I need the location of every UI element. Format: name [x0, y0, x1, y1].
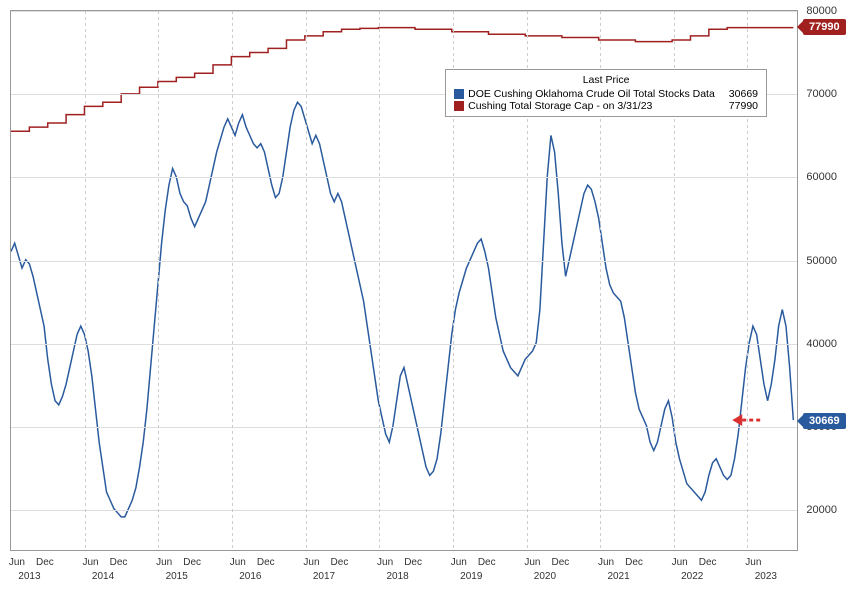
legend-label: DOE Cushing Oklahoma Crude Oil Total Sto… — [468, 88, 715, 100]
x-sub-label: Dec — [110, 557, 128, 568]
gridline-v — [232, 11, 233, 550]
gridline-h — [11, 177, 797, 178]
gridline-v — [306, 11, 307, 550]
gridline-h — [11, 344, 797, 345]
legend-row: DOE Cushing Oklahoma Crude Oil Total Sto… — [454, 88, 758, 100]
x-sub-label: Jun — [230, 557, 246, 568]
legend-value: 77990 — [719, 100, 758, 112]
gridline-v — [379, 11, 380, 550]
x-sub-label: Jun — [377, 557, 393, 568]
series-stocks — [11, 102, 793, 517]
x-sub-label: Dec — [625, 557, 643, 568]
x-year-label: 2019 — [460, 571, 482, 582]
gridline-h — [11, 510, 797, 511]
x-sub-label: Jun — [598, 557, 614, 568]
legend-swatch — [454, 101, 464, 111]
x-sub-label: Dec — [183, 557, 201, 568]
x-sub-label: Jun — [156, 557, 172, 568]
x-sub-label: Jun — [524, 557, 540, 568]
y-tick-label: 40000 — [806, 338, 837, 350]
gridline-v — [85, 11, 86, 550]
plot-area: Last Price DOE Cushing Oklahoma Crude Oi… — [10, 10, 798, 551]
x-year-label: 2017 — [313, 571, 335, 582]
x-sub-label: Dec — [36, 557, 54, 568]
gridline-h — [11, 427, 797, 428]
x-sub-label: Jun — [672, 557, 688, 568]
x-year-label: 2020 — [534, 571, 556, 582]
x-sub-label: Jun — [451, 557, 467, 568]
x-year-label: 2022 — [681, 571, 703, 582]
x-sub-label: Jun — [745, 557, 761, 568]
legend-label: Cushing Total Storage Cap - on 3/31/23 — [468, 100, 652, 112]
x-year-label: 2021 — [607, 571, 629, 582]
value-tag: 77990 — [803, 19, 846, 35]
y-tick-label: 50000 — [806, 255, 837, 267]
value-tag: 30669 — [803, 413, 846, 429]
y-tick-label: 70000 — [806, 88, 837, 100]
x-sub-label: Jun — [82, 557, 98, 568]
gridline-v — [158, 11, 159, 550]
gridline-h — [11, 11, 797, 12]
x-year-label: 2014 — [92, 571, 114, 582]
legend-title: Last Price — [454, 74, 758, 86]
y-tick-label: 20000 — [806, 504, 837, 516]
y-tick-label: 60000 — [806, 171, 837, 183]
x-sub-label: Jun — [303, 557, 319, 568]
arrow-indicator — [732, 414, 760, 426]
x-sub-label: Dec — [257, 557, 275, 568]
gridline-h — [11, 261, 797, 262]
legend-box: Last Price DOE Cushing Oklahoma Crude Oi… — [445, 69, 767, 117]
chart-container: Last Price DOE Cushing Oklahoma Crude Oi… — [0, 0, 848, 591]
x-year-label: 2013 — [18, 571, 40, 582]
x-year-label: 2016 — [239, 571, 261, 582]
x-sub-label: Dec — [331, 557, 349, 568]
x-year-label: 2015 — [166, 571, 188, 582]
x-sub-label: Jun — [9, 557, 25, 568]
legend-row: Cushing Total Storage Cap - on 3/31/23 77… — [454, 100, 758, 112]
x-sub-label: Dec — [404, 557, 422, 568]
y-tick-label: 80000 — [806, 5, 837, 17]
x-year-label: 2023 — [755, 571, 777, 582]
x-sub-label: Dec — [478, 557, 496, 568]
legend-value: 30669 — [719, 88, 758, 100]
x-sub-label: Dec — [699, 557, 717, 568]
legend-swatch — [454, 89, 464, 99]
x-year-label: 2018 — [387, 571, 409, 582]
x-sub-label: Dec — [551, 557, 569, 568]
